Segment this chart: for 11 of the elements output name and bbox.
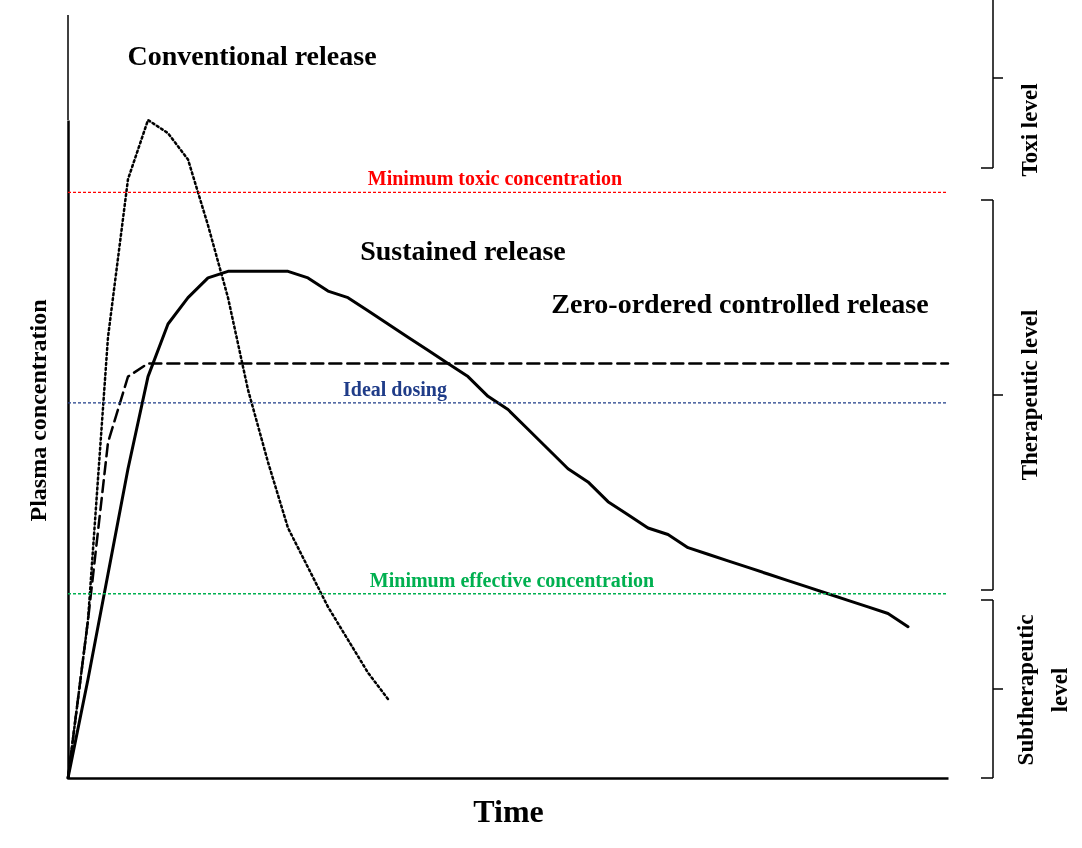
y-axis-title: Plasma concentration — [24, 299, 51, 522]
ref-line-label: Ideal dosing — [343, 377, 447, 401]
text: Therapeutic level — [1017, 309, 1042, 481]
series-label: Sustained release — [360, 235, 566, 266]
x-axis-title: Time — [473, 792, 544, 829]
series-label: Zero-ordered controlled release — [551, 288, 929, 319]
text: Toxi level — [1017, 83, 1042, 177]
series-label: Conventional release — [127, 40, 377, 71]
text: Subtherapeutic level — [1013, 614, 1072, 766]
ref-line-label: Minimum toxic concentration — [367, 167, 623, 190]
ref-line-label: Minimum effective concentration — [369, 568, 655, 591]
